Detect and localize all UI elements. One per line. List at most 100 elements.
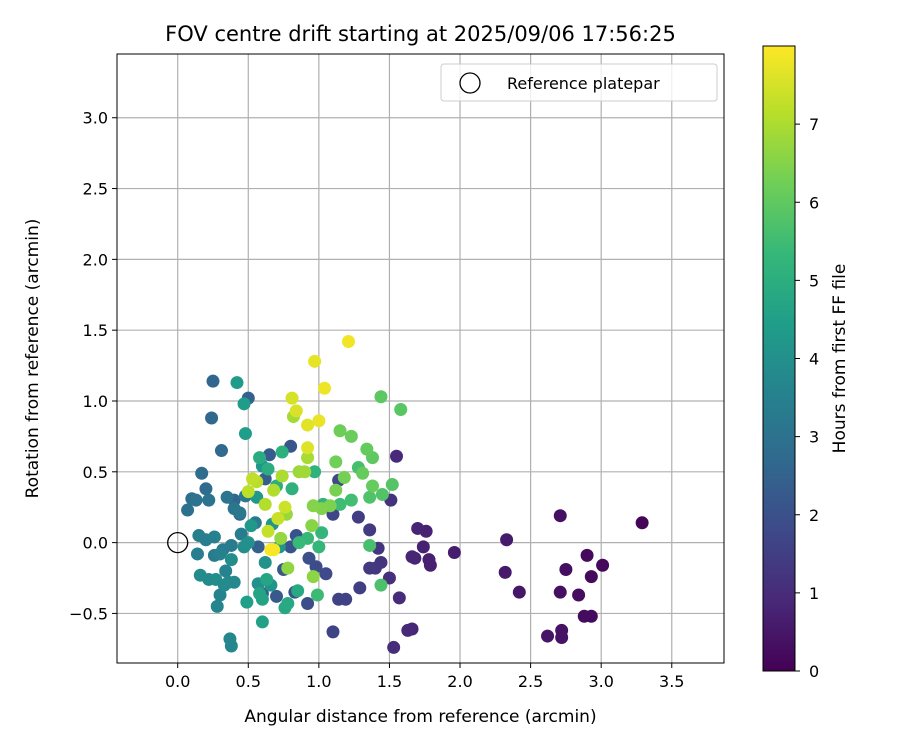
- data-point: [498, 565, 512, 579]
- data-point: [584, 570, 598, 584]
- data-point: [207, 530, 221, 544]
- data-point: [260, 572, 274, 586]
- data-point: [447, 546, 461, 560]
- colorbar-tick-label: 2: [809, 506, 819, 525]
- data-point: [238, 427, 252, 441]
- data-point: [240, 595, 254, 609]
- reference-marker: [167, 531, 189, 554]
- data-point: [275, 445, 289, 459]
- data-point: [387, 640, 401, 654]
- colorbar-tick-label: 3: [809, 428, 819, 447]
- data-point: [251, 540, 265, 554]
- data-point: [214, 444, 228, 458]
- data-point: [261, 462, 275, 476]
- data-point: [374, 390, 388, 404]
- plot-area: 0.0 0.5 1.0 1.5 2.0 2.5 3.0 3.5 −0.5 0.0 0.5 1.0 1.…: [69, 53, 725, 691]
- data-point: [258, 555, 272, 569]
- x-tick-label: 2.0: [447, 672, 472, 691]
- data-point: [305, 519, 319, 533]
- data-point: [385, 478, 399, 492]
- data-point: [291, 584, 305, 598]
- data-point: [390, 449, 404, 463]
- data-point: [332, 592, 346, 606]
- data-point: [363, 561, 377, 575]
- scatter-points: [181, 335, 649, 654]
- data-point: [306, 499, 320, 513]
- data-point: [326, 625, 340, 639]
- data-point: [237, 397, 251, 411]
- data-point: [224, 639, 238, 653]
- colorbar-tick-label: 4: [809, 350, 819, 369]
- y-tick-label: 0.5: [83, 463, 108, 482]
- data-point: [541, 629, 555, 643]
- data-point: [271, 512, 285, 526]
- data-point: [351, 510, 365, 524]
- data-point: [230, 376, 244, 390]
- colorbar-tick-label: 7: [809, 115, 819, 134]
- data-point: [333, 497, 347, 511]
- data-point: [267, 483, 281, 497]
- data-point: [301, 418, 315, 432]
- colorbar: 0 1 2 3 4 5 6 7 Hours from first FF file: [762, 45, 850, 681]
- data-point: [375, 487, 389, 501]
- data-point: [363, 490, 377, 504]
- data-point: [329, 483, 343, 497]
- x-axis-ticks: 0.0 0.5 1.0 1.5 2.0 2.5 3.0 3.5: [165, 663, 684, 691]
- plot-frame: [116, 53, 725, 664]
- x-axis-label: Angular distance from reference (arcmin): [244, 707, 596, 727]
- data-point: [401, 623, 415, 637]
- data-point: [559, 563, 573, 577]
- data-point: [312, 540, 326, 554]
- data-point: [192, 529, 206, 543]
- data-point: [363, 523, 377, 537]
- data-point: [344, 493, 358, 507]
- data-point: [289, 404, 303, 418]
- y-tick-label: 2.5: [83, 180, 108, 199]
- legend: Reference platepar: [440, 63, 718, 102]
- data-point: [353, 581, 367, 595]
- data-point: [577, 609, 591, 623]
- data-point: [253, 451, 267, 465]
- data-point: [241, 485, 255, 499]
- data-point: [405, 550, 419, 564]
- data-point: [220, 490, 234, 504]
- data-point: [281, 597, 295, 611]
- colorbar-ticks: 0 1 2 3 4 5 6 7: [795, 115, 819, 681]
- data-point: [278, 500, 292, 514]
- data-point: [333, 424, 347, 438]
- data-point: [337, 470, 351, 484]
- data-point: [422, 553, 436, 567]
- data-point: [219, 564, 233, 578]
- data-point: [285, 391, 299, 405]
- data-point: [319, 567, 333, 581]
- colorbar-tick-label: 5: [809, 271, 819, 290]
- colorbar-label: Hours from first FF file: [830, 264, 850, 454]
- y-tick-label: 0.0: [83, 534, 108, 553]
- data-point: [244, 519, 258, 533]
- data-point: [233, 506, 247, 520]
- data-point: [553, 509, 567, 523]
- y-tick-label: 1.0: [83, 392, 108, 411]
- legend-label-reference: Reference platepar: [507, 74, 660, 93]
- data-point: [246, 472, 260, 486]
- data-point: [360, 442, 374, 456]
- x-tick-label: 3.0: [588, 672, 613, 691]
- data-point: [301, 451, 315, 465]
- data-point: [261, 524, 275, 538]
- data-point: [199, 482, 213, 496]
- colorbar-tick-label: 6: [809, 193, 819, 212]
- data-point: [281, 561, 295, 575]
- data-point: [274, 531, 288, 545]
- data-point: [308, 354, 322, 368]
- data-point: [329, 455, 343, 469]
- data-point: [275, 469, 289, 483]
- data-point: [285, 482, 299, 496]
- data-point: [213, 547, 227, 561]
- data-point: [241, 536, 255, 550]
- x-tick-label: 0.0: [165, 672, 190, 691]
- data-point: [206, 374, 220, 388]
- data-point: [298, 465, 312, 479]
- data-point: [553, 585, 567, 599]
